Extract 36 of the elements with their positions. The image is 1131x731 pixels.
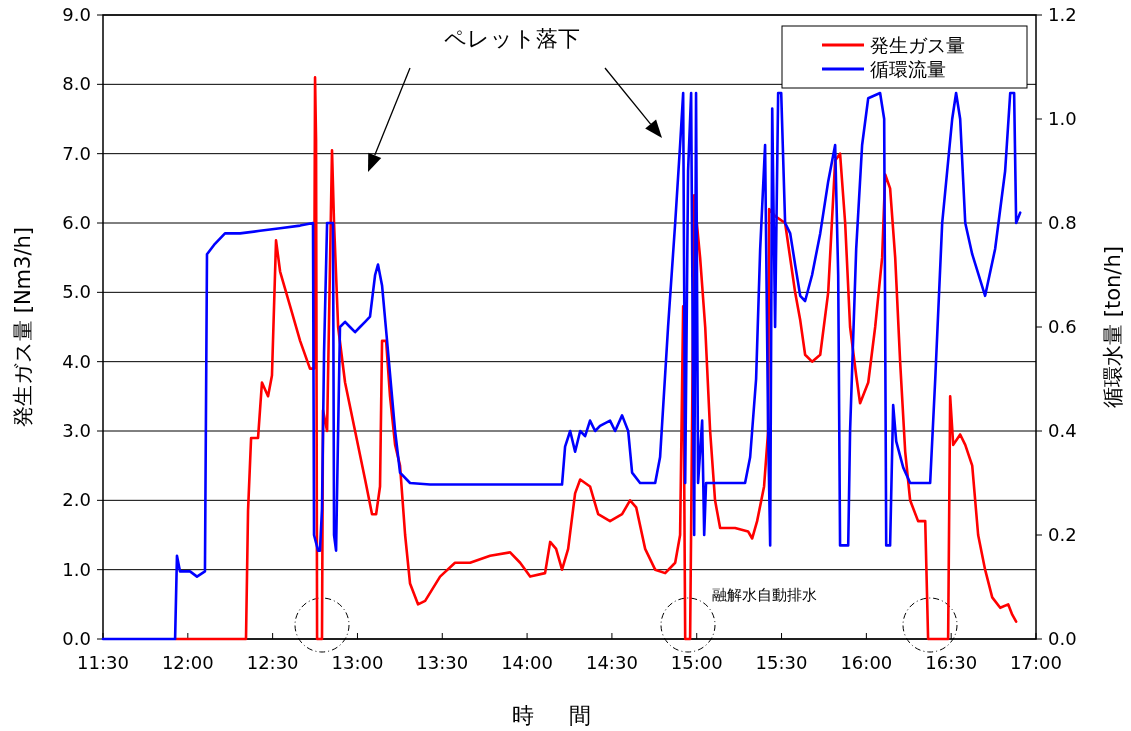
y2-tick-label: 1.0	[1048, 108, 1077, 129]
y-axis-title: 発生ガス量 [Nm3/h]	[11, 227, 35, 427]
annotation: 融解水自動排水	[712, 586, 817, 604]
y2-axis-title: 循環水量 [ton/h]	[1101, 246, 1125, 408]
y2-tick-label: 0.6	[1048, 316, 1077, 337]
x-tick-label: 14:30	[585, 652, 638, 673]
y-tick-label: 3.0	[62, 420, 91, 441]
y2-tick-label: 0.2	[1048, 524, 1077, 545]
y-tick-label: 2.0	[62, 489, 91, 511]
x-tick-label: 13:30	[416, 652, 469, 673]
x-tick-label: 15:00	[670, 652, 723, 673]
x-tick-label: 14:00	[501, 652, 554, 673]
y-tick-label: 6.0	[62, 212, 91, 233]
x-tick-label: 15:30	[755, 652, 808, 673]
y2-tick-label: 0.4	[1048, 420, 1077, 441]
x-tick-label: 16:00	[840, 652, 893, 673]
y-tick-label: 0.0	[62, 628, 91, 649]
x-axis-title: 時間	[512, 703, 627, 728]
y-tick-label: 8.0	[62, 73, 91, 95]
y-tick-label: 9.0	[62, 4, 91, 25]
y2-tick-label: 0.8	[1048, 212, 1077, 233]
annotation: ペレット落下	[444, 26, 580, 51]
y2-tick-label: 0.0	[1048, 628, 1077, 649]
y2-tick-label: 1.2	[1048, 4, 1077, 25]
x-tick-label: 12:00	[161, 652, 214, 673]
legend-label: 発生ガス量	[870, 34, 965, 56]
y-tick-label: 4.0	[62, 350, 91, 372]
y-tick-label: 1.0	[62, 558, 91, 580]
x-tick-label: 13:00	[331, 652, 384, 673]
x-tick-label: 12:30	[246, 652, 299, 673]
y-tick-label: 7.0	[62, 142, 91, 164]
x-tick-label: 16:30	[925, 652, 978, 673]
y-tick-label: 5.0	[62, 281, 91, 303]
legend-label: 循環流量	[870, 58, 946, 80]
x-tick-label: 11:30	[77, 652, 129, 673]
x-tick-label: 17:00	[1010, 652, 1062, 673]
